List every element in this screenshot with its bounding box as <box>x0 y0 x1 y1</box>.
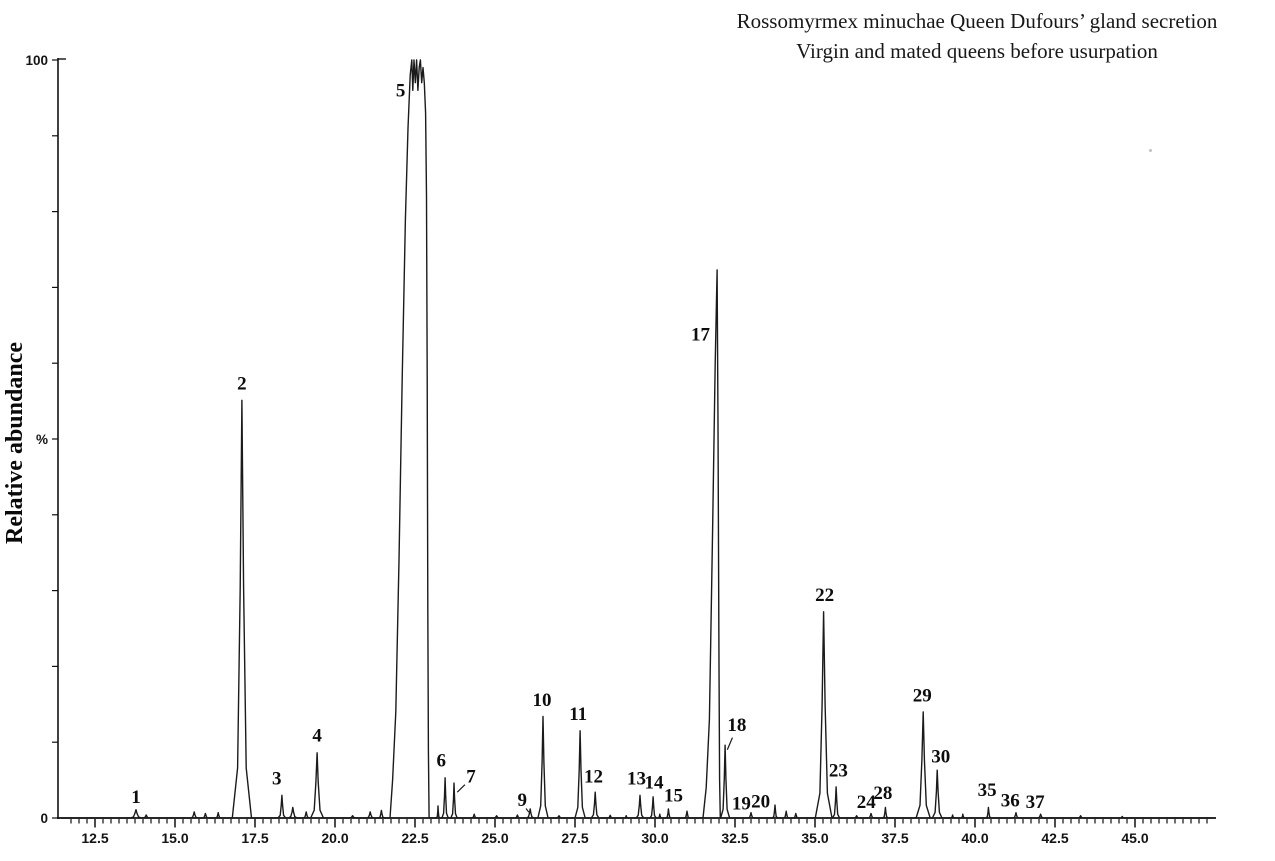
chromatogram-trace <box>60 59 1213 819</box>
peak-label-23: 23 <box>829 760 848 781</box>
x-tick-label: 37.5 <box>881 830 908 846</box>
y-axis-value-label: 0 <box>40 811 48 826</box>
y-axis-ticks <box>52 59 58 819</box>
peak-label-19: 19 <box>732 794 751 815</box>
x-tick-label: 15.0 <box>161 830 188 846</box>
peak-label-13: 13 <box>627 769 646 790</box>
peak-label-3: 3 <box>272 769 282 790</box>
x-tick-label: 20.0 <box>321 830 348 846</box>
peak-label-28: 28 <box>873 783 892 804</box>
x-tick-label: 22.5 <box>401 830 428 846</box>
x-axis-tick-labels: 12.5 15.0 17.5 20.0 22.5 25.0 27.5 30.0 32.5 35.0… <box>81 830 1148 846</box>
peak-label-15: 15 <box>664 785 683 806</box>
peak-label-14: 14 <box>645 772 665 793</box>
chart-title: Rossomyrmex minuchae Queen Dufours’ glan… <box>737 9 1218 33</box>
peak-label-2: 2 <box>237 374 247 395</box>
peak-label-29: 29 <box>913 685 932 706</box>
peak-label-6: 6 <box>436 750 446 771</box>
x-tick-label: 35.0 <box>801 830 828 846</box>
x-tick-label: 40.0 <box>961 830 988 846</box>
peak-label-20: 20 <box>751 791 770 812</box>
x-tick-label: 25.0 <box>481 830 508 846</box>
scan-speck <box>1149 149 1152 152</box>
peak-leader-line-9 <box>525 808 530 813</box>
x-tick-label: 32.5 <box>721 830 748 846</box>
peak-label-36: 36 <box>1001 791 1020 812</box>
peak-leader-line-18 <box>726 737 733 751</box>
peak-label-17: 17 <box>691 324 711 345</box>
y-axis-value-labels: 100% 0 <box>25 53 48 826</box>
axes <box>57 58 1216 819</box>
chart-subtitle: Virgin and mated queens before usurpatio… <box>796 39 1158 63</box>
y-axis-value-label: 100 <box>25 53 48 68</box>
x-tick-label: 27.5 <box>561 830 588 846</box>
y-axis-value-label: % <box>36 432 48 447</box>
x-tick-label: 17.5 <box>241 830 268 846</box>
x-tick-label: 45.0 <box>1121 830 1148 846</box>
peak-label-35: 35 <box>978 780 997 801</box>
x-axis-ticks <box>70 819 1208 828</box>
peak-label-11: 11 <box>569 704 587 725</box>
peak-label-30: 30 <box>931 747 950 768</box>
peak-label-12: 12 <box>584 766 603 787</box>
trace-group <box>60 59 1213 819</box>
y-axis-title: Relative abundance <box>2 342 28 544</box>
peak-label-10: 10 <box>533 690 552 711</box>
peak-label-1: 1 <box>131 787 141 808</box>
peak-label-22: 22 <box>815 585 834 606</box>
x-tick-label: 30.0 <box>641 830 668 846</box>
peak-label-leader-lines <box>456 737 733 813</box>
peak-label-4: 4 <box>312 725 322 746</box>
x-tick-label: 12.5 <box>81 830 108 846</box>
peak-label-5: 5 <box>396 80 406 101</box>
x-tick-label: 42.5 <box>1041 830 1068 846</box>
peak-label-7: 7 <box>466 766 476 787</box>
peak-label-9: 9 <box>517 790 527 811</box>
peak-label-37: 37 <box>1026 792 1046 813</box>
peak-label-18: 18 <box>727 715 746 736</box>
peak-label-24: 24 <box>857 792 877 813</box>
peak-leader-line-7 <box>456 784 466 793</box>
